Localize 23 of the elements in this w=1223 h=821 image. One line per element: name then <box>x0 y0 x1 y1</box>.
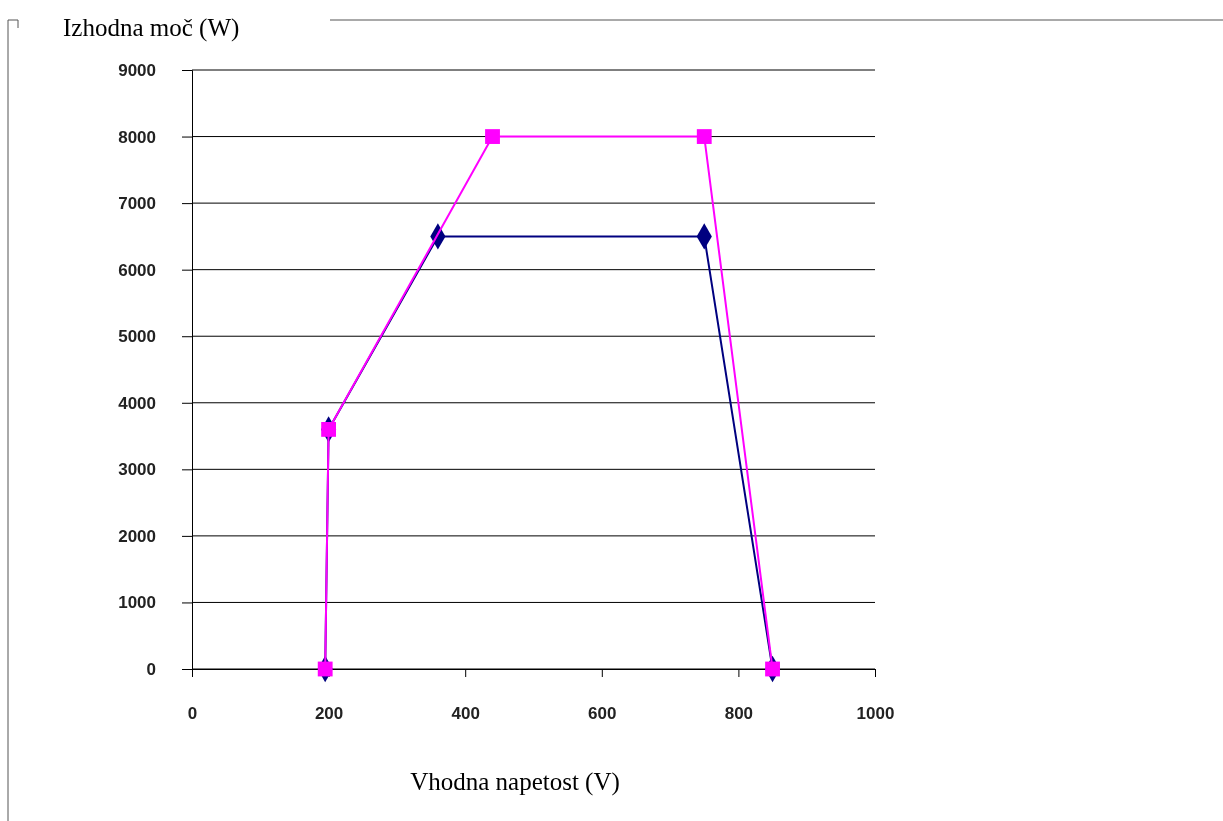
x-axis-title: Vhodna napetost (V) <box>410 768 620 796</box>
y-axis-title: Izhodna moč (W) <box>63 14 240 42</box>
y-tick-label: 8000 <box>118 127 156 147</box>
x-tick-label: 200 <box>314 704 344 724</box>
x-tick-label: 0 <box>187 704 198 724</box>
point <box>317 661 333 677</box>
y-tick-label: 2000 <box>118 526 156 546</box>
y-tick-label: 1000 <box>118 593 156 613</box>
y-tick-label: 9000 <box>118 60 156 80</box>
x-tick-label: 400 <box>451 704 480 724</box>
point <box>696 129 712 144</box>
point <box>321 421 337 437</box>
y-tick-label: 3000 <box>118 460 156 480</box>
x-tick-label: 1000 <box>856 704 895 724</box>
y-tick-label: 0 <box>146 659 156 679</box>
x-tick-label: 800 <box>724 704 754 724</box>
y-tick-label: 7000 <box>118 194 156 214</box>
y-tick-label: 4000 <box>118 393 156 413</box>
point <box>765 661 780 677</box>
y-tick-label: 6000 <box>118 260 156 280</box>
y-tick-label: 5000 <box>118 327 156 347</box>
point <box>485 129 500 144</box>
x-tick-label: 600 <box>588 704 617 724</box>
